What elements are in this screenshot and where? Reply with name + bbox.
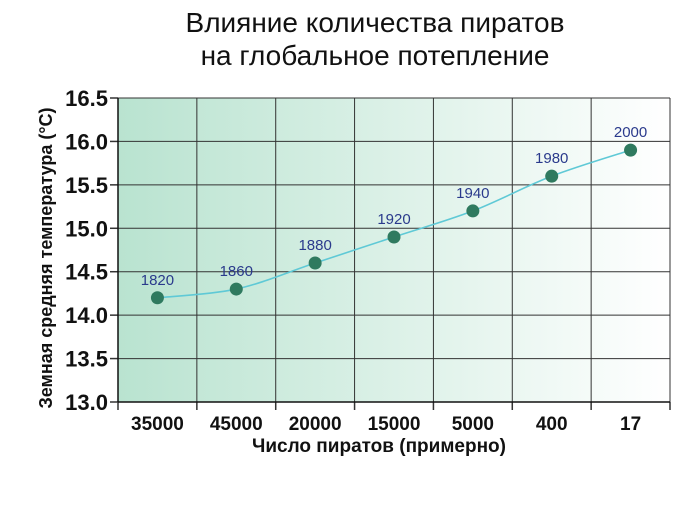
- y-tick-label: 13.5: [65, 347, 108, 372]
- y-tick-label: 15.0: [65, 216, 108, 241]
- y-axis-title: Земная средняя температура (°С): [36, 107, 56, 408]
- y-tick-label: 14.0: [65, 303, 108, 328]
- y-tick-label: 15.5: [65, 173, 108, 198]
- plot-background: [118, 98, 670, 402]
- chart-title-line-2: на глобальное потепление: [200, 40, 550, 71]
- x-tick-label: 20000: [289, 414, 342, 435]
- data-points: [150, 143, 638, 305]
- x-tick-label: 45000: [210, 414, 263, 435]
- data-point: [545, 169, 559, 183]
- chart-title-line-1: Влияние количества пиратов: [185, 7, 565, 38]
- point-label: 1980: [535, 150, 568, 167]
- y-tick-label: 13.0: [65, 390, 108, 415]
- point-labels: 1820 1860 1880 1920 1940 1980 2000: [141, 124, 648, 289]
- y-tick-label: 14.5: [65, 260, 108, 285]
- point-label: 1860: [220, 263, 253, 280]
- point-label: 1880: [298, 237, 331, 254]
- data-point: [387, 230, 401, 244]
- data-point: [624, 143, 638, 157]
- data-point: [150, 291, 164, 305]
- point-label: 1820: [141, 272, 174, 289]
- data-point: [466, 204, 480, 218]
- data-point: [229, 282, 243, 296]
- data-point: [308, 256, 322, 270]
- y-tick-label: 16.5: [65, 86, 108, 111]
- x-axis-title: Число пиратов (примерно): [252, 436, 506, 457]
- x-tick-label: 15000: [368, 414, 421, 435]
- axes: 13.0 13.5 14.0 14.5 15.0 15.5 16.0 16.5 35000 450…: [65, 86, 671, 435]
- point-label: 2000: [614, 124, 647, 141]
- x-tick-label: 5000: [452, 414, 494, 435]
- x-tick-label: 400: [536, 414, 568, 435]
- point-label: 1920: [377, 211, 410, 228]
- x-tick-label: 35000: [131, 414, 184, 435]
- chart-title: Влияние количества пиратов на глобальное…: [0, 6, 700, 72]
- y-tick-label: 16.0: [65, 129, 108, 154]
- x-tick-label: 17: [620, 414, 641, 435]
- point-label: 1940: [456, 185, 489, 202]
